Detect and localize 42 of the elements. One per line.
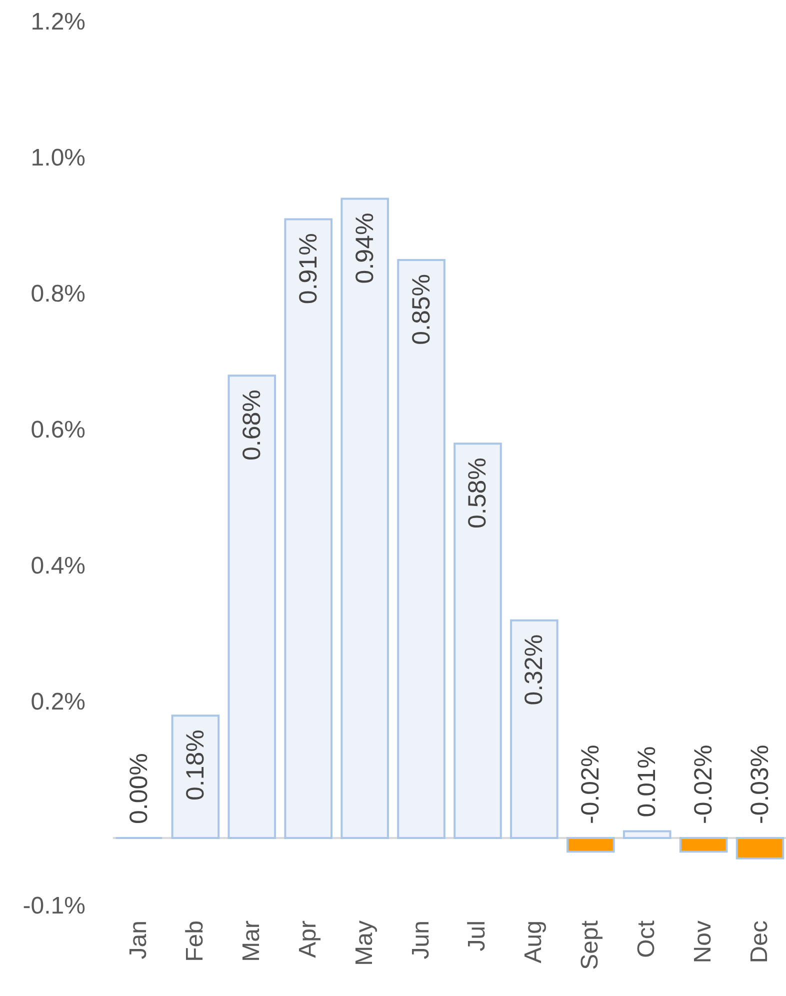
x-tick-label: Oct — [633, 920, 660, 958]
x-tick-label: Feb — [181, 920, 208, 962]
bar — [454, 442, 502, 839]
y-tick-label: 0.6% — [30, 416, 86, 444]
bar — [397, 259, 446, 839]
data-label: 0.58% — [464, 458, 492, 528]
y-tick-label: 0.8% — [30, 280, 86, 308]
data-label: 0.94% — [350, 212, 379, 284]
y-tick-label: -0.1% — [22, 892, 86, 920]
x-tick-label: Dec — [746, 920, 774, 964]
bar — [510, 619, 558, 839]
bar — [566, 837, 615, 853]
data-label: -0.02% — [576, 744, 605, 824]
data-label: -0.03% — [746, 744, 774, 824]
bar — [622, 830, 672, 839]
x-tick-label: Nov — [690, 920, 717, 964]
x-tick-label: Mar — [238, 920, 265, 962]
x-tick-label: Jan — [124, 920, 152, 960]
x-tick-label: Jun — [407, 920, 434, 960]
x-tick-label: Sept — [576, 920, 604, 970]
data-label: 0.01% — [633, 746, 662, 818]
y-tick-label: 1.0% — [30, 144, 86, 172]
x-tick-label: May — [350, 920, 378, 966]
bar — [284, 218, 332, 839]
bar — [736, 837, 784, 860]
y-tick-label: 1.2% — [30, 8, 86, 36]
bar — [340, 198, 389, 839]
bar — [679, 837, 728, 853]
data-label: 0.68% — [238, 390, 266, 460]
x-tick-label: Apr — [294, 920, 322, 958]
x-tick-label: Aug — [520, 920, 548, 964]
y-tick-label: 0.2% — [30, 688, 86, 716]
bar — [228, 374, 276, 839]
y-tick-label: 0.4% — [30, 552, 86, 580]
data-label: -0.02% — [690, 744, 718, 824]
data-label: 0.85% — [407, 274, 436, 345]
data-label: 0.32% — [520, 634, 548, 706]
data-label: 0.91% — [294, 233, 322, 304]
x-tick-label: Jul — [464, 920, 491, 952]
data-label: 0.00% — [124, 753, 153, 824]
bar — [171, 714, 220, 839]
data-label: 0.18% — [181, 730, 210, 800]
